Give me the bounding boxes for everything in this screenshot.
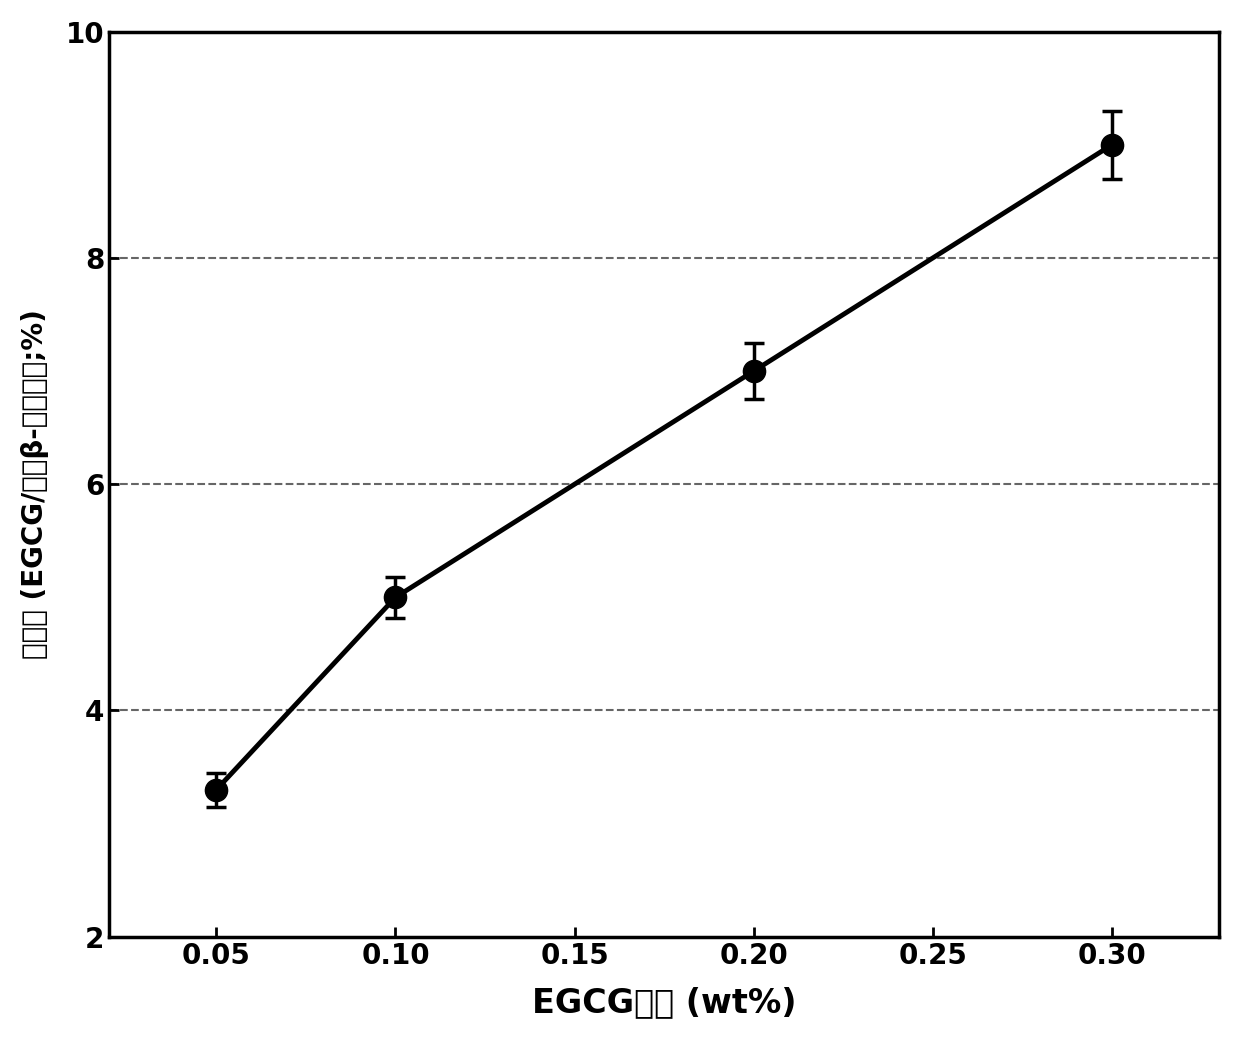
X-axis label: EGCG浓度 (wt%): EGCG浓度 (wt%)	[532, 986, 796, 1019]
Y-axis label: 荷载量 (EGCG/大豆β-伴球蛋白;%): 荷载量 (EGCG/大豆β-伴球蛋白;%)	[21, 309, 48, 659]
